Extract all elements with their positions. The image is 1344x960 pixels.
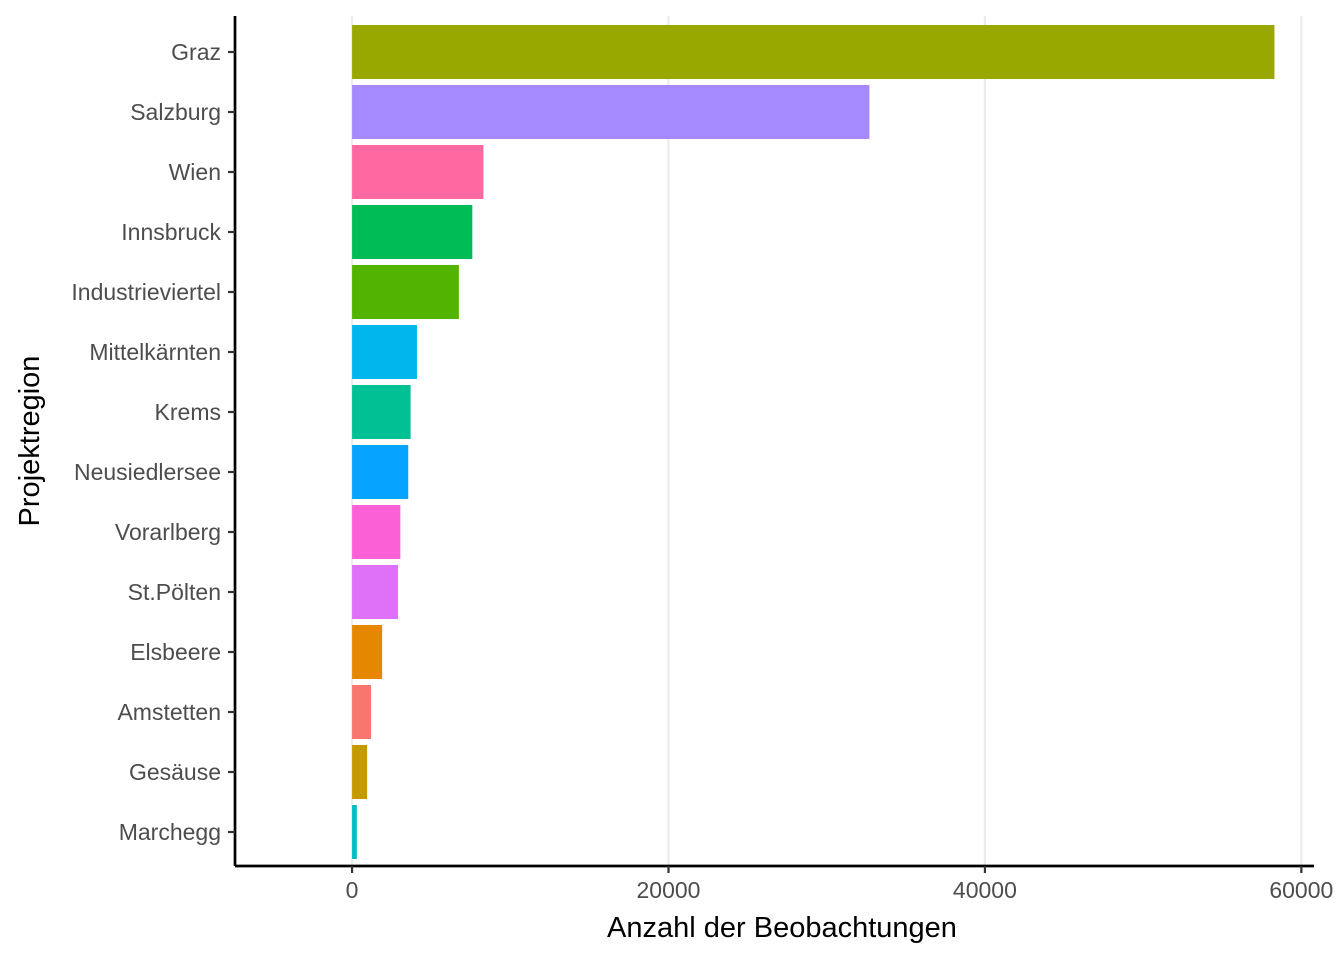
y-tick-label: Innsbruck [121,219,221,245]
y-tick-label: Mittelkärnten [89,339,221,365]
gridlines [350,16,1303,866]
y-tick-label: Krems [155,399,221,425]
y-tick-label: Gesäuse [129,759,221,785]
bar-graz [352,25,1275,79]
bar-industrieviertel [352,265,459,319]
x-tick-label: 40000 [953,877,1017,903]
bar-amstetten [352,685,372,739]
bar-vorarlberg [352,505,401,559]
y-tick-label: Amstetten [117,699,221,725]
x-tick-label: 0 [346,877,359,903]
y-tick-label: Salzburg [130,99,221,125]
y-tick-label: Vorarlberg [115,519,221,545]
y-axis-ticks: Graz Salzburg Wien Innsbruck Industrievierte… [71,39,235,845]
y-tick-label: Wien [169,159,221,185]
bar-neusiedlersee [352,445,409,499]
y-tick-label: Industrieviertel [71,279,221,305]
bar-innsbruck [352,205,473,259]
bar-gesause [352,745,368,799]
y-tick-label: Neusiedlersee [74,459,221,485]
x-tick-label: 60000 [1269,877,1333,903]
bar-wien [352,145,484,199]
y-tick-label: St.Pölten [128,579,221,605]
bar-elsbeere [352,625,383,679]
bar-marchegg [352,805,357,859]
bars [352,25,1275,859]
y-axis-title: Projektregion [14,356,46,527]
x-tick-label: 20000 [637,877,701,903]
y-tick-label: Marchegg [119,819,221,845]
bar-mittelkarnten [352,325,417,379]
x-axis-ticks: 0 20000 40000 60000 [346,866,1333,903]
bar-salzburg [352,85,870,139]
x-axis-title: Anzahl der Beobachtungen [607,912,957,944]
bar-st-polten [352,565,398,619]
bar-krems [352,385,411,439]
y-tick-label: Elsbeere [130,639,221,665]
axes [233,16,1314,868]
y-tick-label: Graz [171,39,221,65]
